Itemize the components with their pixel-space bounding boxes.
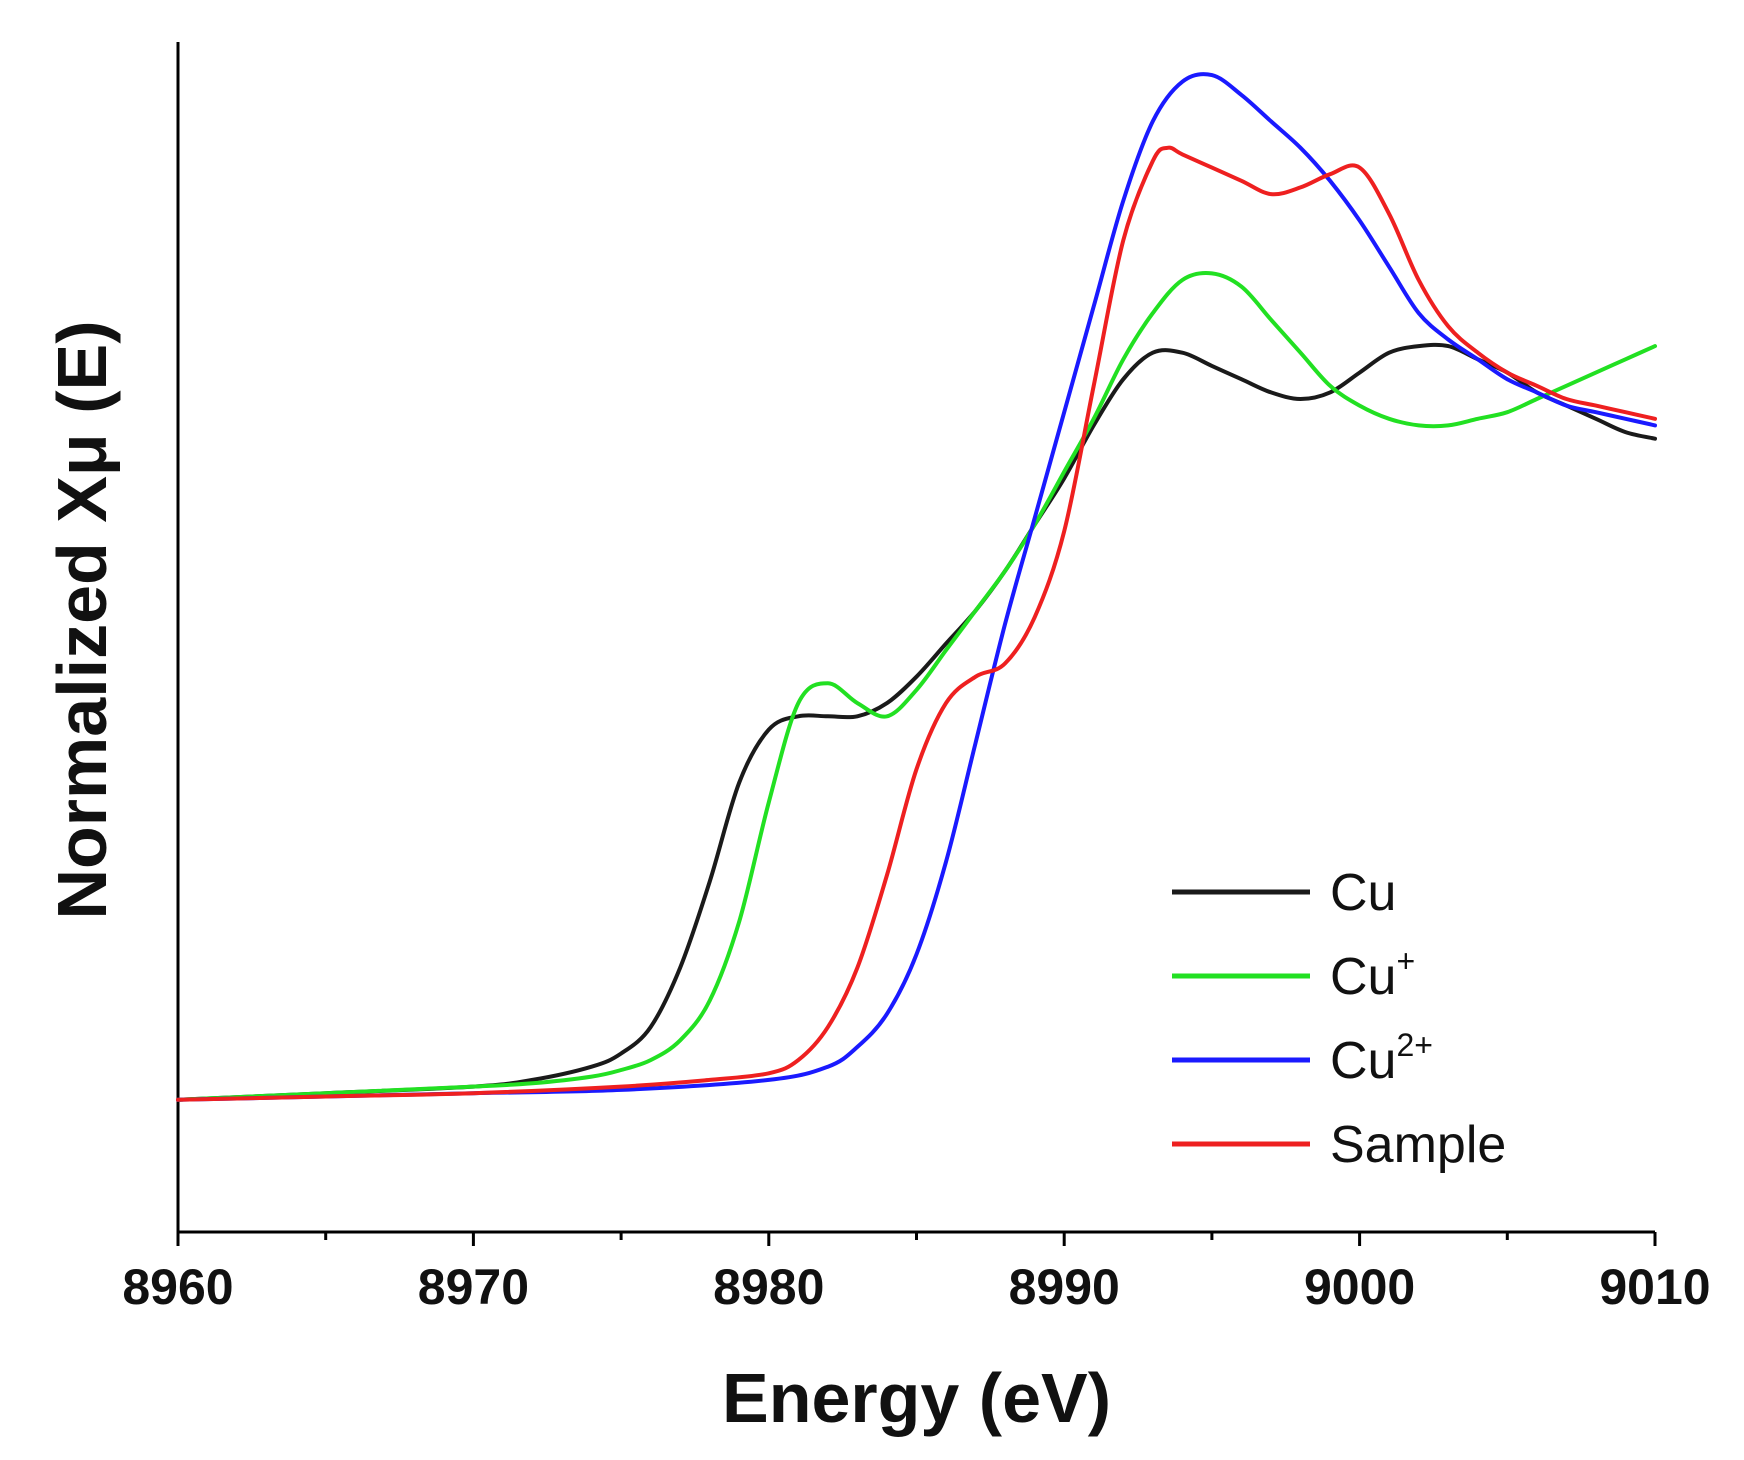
- legend-label: Sample: [1330, 1116, 1506, 1174]
- series-layer: [176, 72, 1657, 1102]
- x-tick-label: 8980: [713, 1259, 824, 1315]
- x-axis-title: Energy (eV): [722, 1359, 1111, 1437]
- x-tick-label: 8970: [418, 1259, 529, 1315]
- legend-label-base: Cu: [1330, 864, 1396, 922]
- legend-label-base: Cu: [1330, 948, 1396, 1006]
- legend-label-superscript: 2+: [1396, 1027, 1432, 1063]
- legend-label-base: Cu: [1330, 1032, 1396, 1090]
- legend-label-superscript: +: [1396, 943, 1415, 979]
- legend-label: Cu: [1330, 864, 1396, 922]
- axes-layer: [176, 42, 1655, 1234]
- series-line-sample: [176, 145, 1657, 1102]
- series-line-cu2-: [176, 72, 1657, 1102]
- legend-label: Cu+: [1330, 943, 1415, 1006]
- x-ticks: 8960 8970 8980 8990 9000 9010: [122, 1232, 1711, 1315]
- legend-label-base: Sample: [1330, 1116, 1506, 1174]
- series-line-cu-: [176, 271, 1657, 1102]
- x-tick-label: 8990: [1009, 1259, 1120, 1315]
- x-tick-label: 9010: [1599, 1259, 1710, 1315]
- x-tick-label: 9000: [1304, 1259, 1415, 1315]
- x-tick-label: 8960: [122, 1259, 233, 1315]
- legend-label: Cu2+: [1330, 1027, 1433, 1090]
- series-line-cu: [176, 342, 1657, 1102]
- y-axis-title: Normalized Xμ (E): [43, 320, 121, 919]
